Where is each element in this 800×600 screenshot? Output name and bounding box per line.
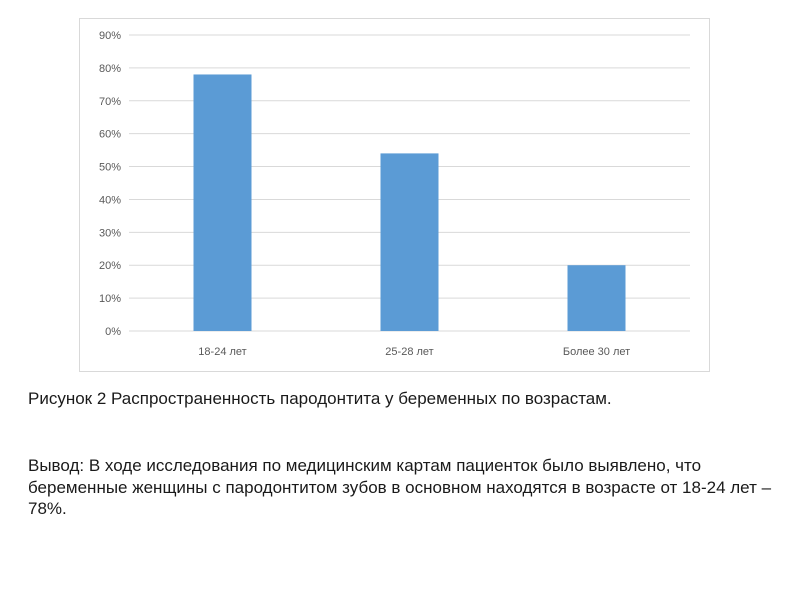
figure-caption: Рисунок 2 Распространенность пародонтита… [28,389,612,408]
y-tick-label: 40% [99,194,121,206]
y-tick-label: 70% [99,96,121,108]
chart-frame: 0% 10% 20% 30% 40% 50% 60% 70% 80% 90% 18-24 лет 25… [79,18,710,372]
y-tick-label: 30% [99,227,121,239]
y-tick-label: 20% [99,260,121,272]
y-tick-label: 0% [105,326,121,338]
y-tick-label: 90% [99,30,121,42]
x-tick-label: Более 30 лет [563,346,630,358]
y-tick-label: 50% [99,162,121,174]
bar [193,74,252,331]
x-tick-label: 18-24 лет [198,346,246,358]
bar-chart: 0% 10% 20% 30% 40% 50% 60% 70% 80% 90% 18-24 лет 25… [99,30,690,358]
x-tick-label: 25-28 лет [385,346,433,358]
conclusion-text: Вывод: В ходе исследования по медицински… [28,456,772,519]
y-tick-label: 10% [99,293,121,305]
y-tick-label: 80% [99,63,121,75]
bar [567,265,626,331]
bar [380,153,439,331]
y-tick-label: 60% [99,129,121,141]
